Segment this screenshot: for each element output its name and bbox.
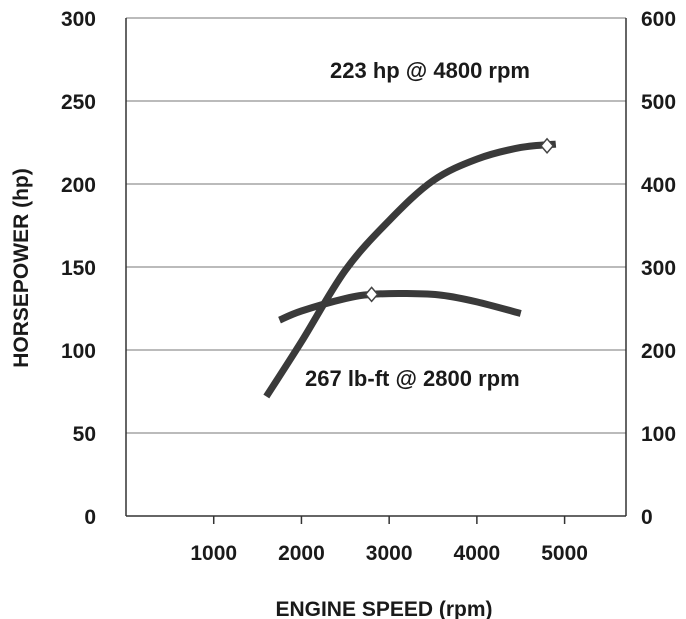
horsepower-peak-annotation: 223 hp @ 4800 rpm — [330, 58, 530, 83]
x-tick-label: 4000 — [454, 542, 501, 565]
right-y-axis-ticks: 0 100 200 300 400 500 600 — [641, 8, 676, 529]
right-y-tick-label: 500 — [641, 91, 676, 114]
torque-peak-annotation: 267 lb-ft @ 2800 rpm — [305, 366, 520, 391]
right-y-tick-label: 400 — [641, 174, 676, 197]
plot-frame — [125, 18, 627, 517]
torque-curve — [278, 290, 522, 324]
x-tick-label: 5000 — [541, 542, 588, 565]
left-y-tick-label: 150 — [61, 257, 96, 280]
left-y-axis-ticks: 0 50 100 150 200 250 300 — [61, 8, 96, 529]
chart-series — [263, 137, 557, 399]
x-tick-label: 2000 — [278, 542, 325, 565]
right-y-tick-label: 300 — [641, 257, 676, 280]
left-y-tick-label: 250 — [61, 91, 96, 114]
x-axis-title: ENGINE SPEED (rpm) — [275, 598, 492, 619]
x-tick-label: 1000 — [190, 542, 237, 565]
torque-peak-marker — [364, 286, 379, 303]
left-y-tick-label: 50 — [73, 423, 96, 446]
right-y-tick-label: 100 — [641, 423, 676, 446]
left-y-tick-label: 300 — [61, 8, 96, 31]
x-axis-ticks: 1000 2000 3000 4000 5000 — [190, 516, 588, 565]
y-axis-title: HORSEPOWER (hp) — [10, 168, 33, 368]
left-y-tick-label: 0 — [84, 506, 96, 529]
right-y-tick-label: 200 — [641, 340, 676, 363]
right-y-tick-label: 600 — [641, 8, 676, 31]
left-y-tick-label: 200 — [61, 174, 96, 197]
horsepower-peak-marker — [540, 137, 555, 154]
gridlines — [126, 17, 626, 434]
left-y-tick-label: 100 — [61, 340, 96, 363]
horsepower-curve — [263, 140, 557, 399]
x-tick-label: 3000 — [366, 542, 413, 565]
right-y-tick-label: 0 — [641, 506, 653, 529]
